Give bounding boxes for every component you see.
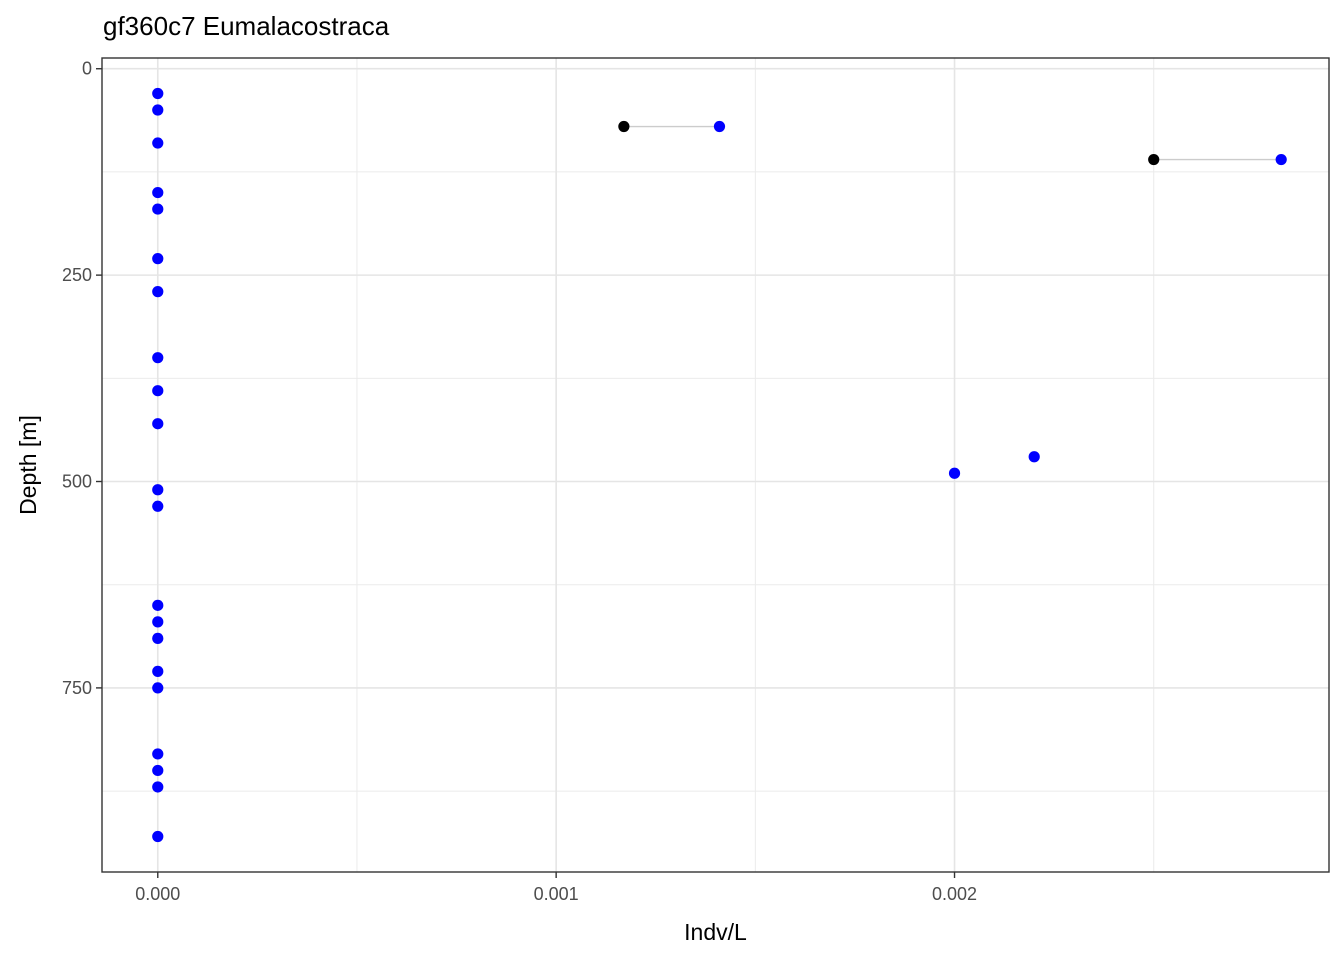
- data-point-blue: [152, 632, 164, 644]
- x-tick-label: 0.002: [932, 884, 977, 904]
- data-point-blue: [152, 385, 164, 397]
- x-tick-label: 0.001: [534, 884, 579, 904]
- chart-title: gf360c7 Eumalacostraca: [103, 11, 390, 41]
- data-point-blue: [152, 87, 164, 100]
- data-point-blue: [152, 137, 164, 149]
- data-point-blue: [948, 467, 961, 479]
- data-point-blue: [152, 500, 164, 512]
- panel-border: [101, 57, 1330, 873]
- data-point-blue: [152, 748, 164, 760]
- data-point-blue: [152, 599, 164, 611]
- data-point-blue: [152, 352, 164, 364]
- data-point-blue: [152, 253, 164, 265]
- y-tick-label: 250: [62, 265, 92, 285]
- data-point-blue: [152, 186, 164, 199]
- y-tick-label: 0: [82, 59, 92, 79]
- data-point-black: [618, 120, 630, 133]
- data-point-blue: [152, 104, 164, 116]
- data-point-blue: [152, 830, 164, 843]
- data-point-blue: [152, 286, 164, 298]
- data-point-blue: [1028, 451, 1040, 463]
- data-point-blue: [152, 781, 164, 793]
- data-point-blue: [152, 418, 164, 430]
- x-tick-label: 0.000: [135, 884, 180, 904]
- data-point-black: [1148, 153, 1160, 166]
- data-point-blue: [152, 764, 164, 777]
- data-point-blue: [152, 682, 164, 694]
- data-point-blue: [152, 665, 164, 677]
- y-tick-label: 500: [62, 472, 92, 492]
- data-point-blue: [152, 616, 164, 628]
- x-axis-title: Indv/L: [684, 919, 747, 945]
- data-point-blue: [152, 484, 164, 496]
- data-point-blue: [713, 120, 726, 133]
- data-point-blue: [152, 203, 164, 215]
- plot-panel: [102, 58, 1329, 872]
- data-point-blue: [1275, 153, 1287, 166]
- y-axis-title: Depth [m]: [15, 415, 41, 515]
- y-tick-label: 750: [62, 678, 92, 698]
